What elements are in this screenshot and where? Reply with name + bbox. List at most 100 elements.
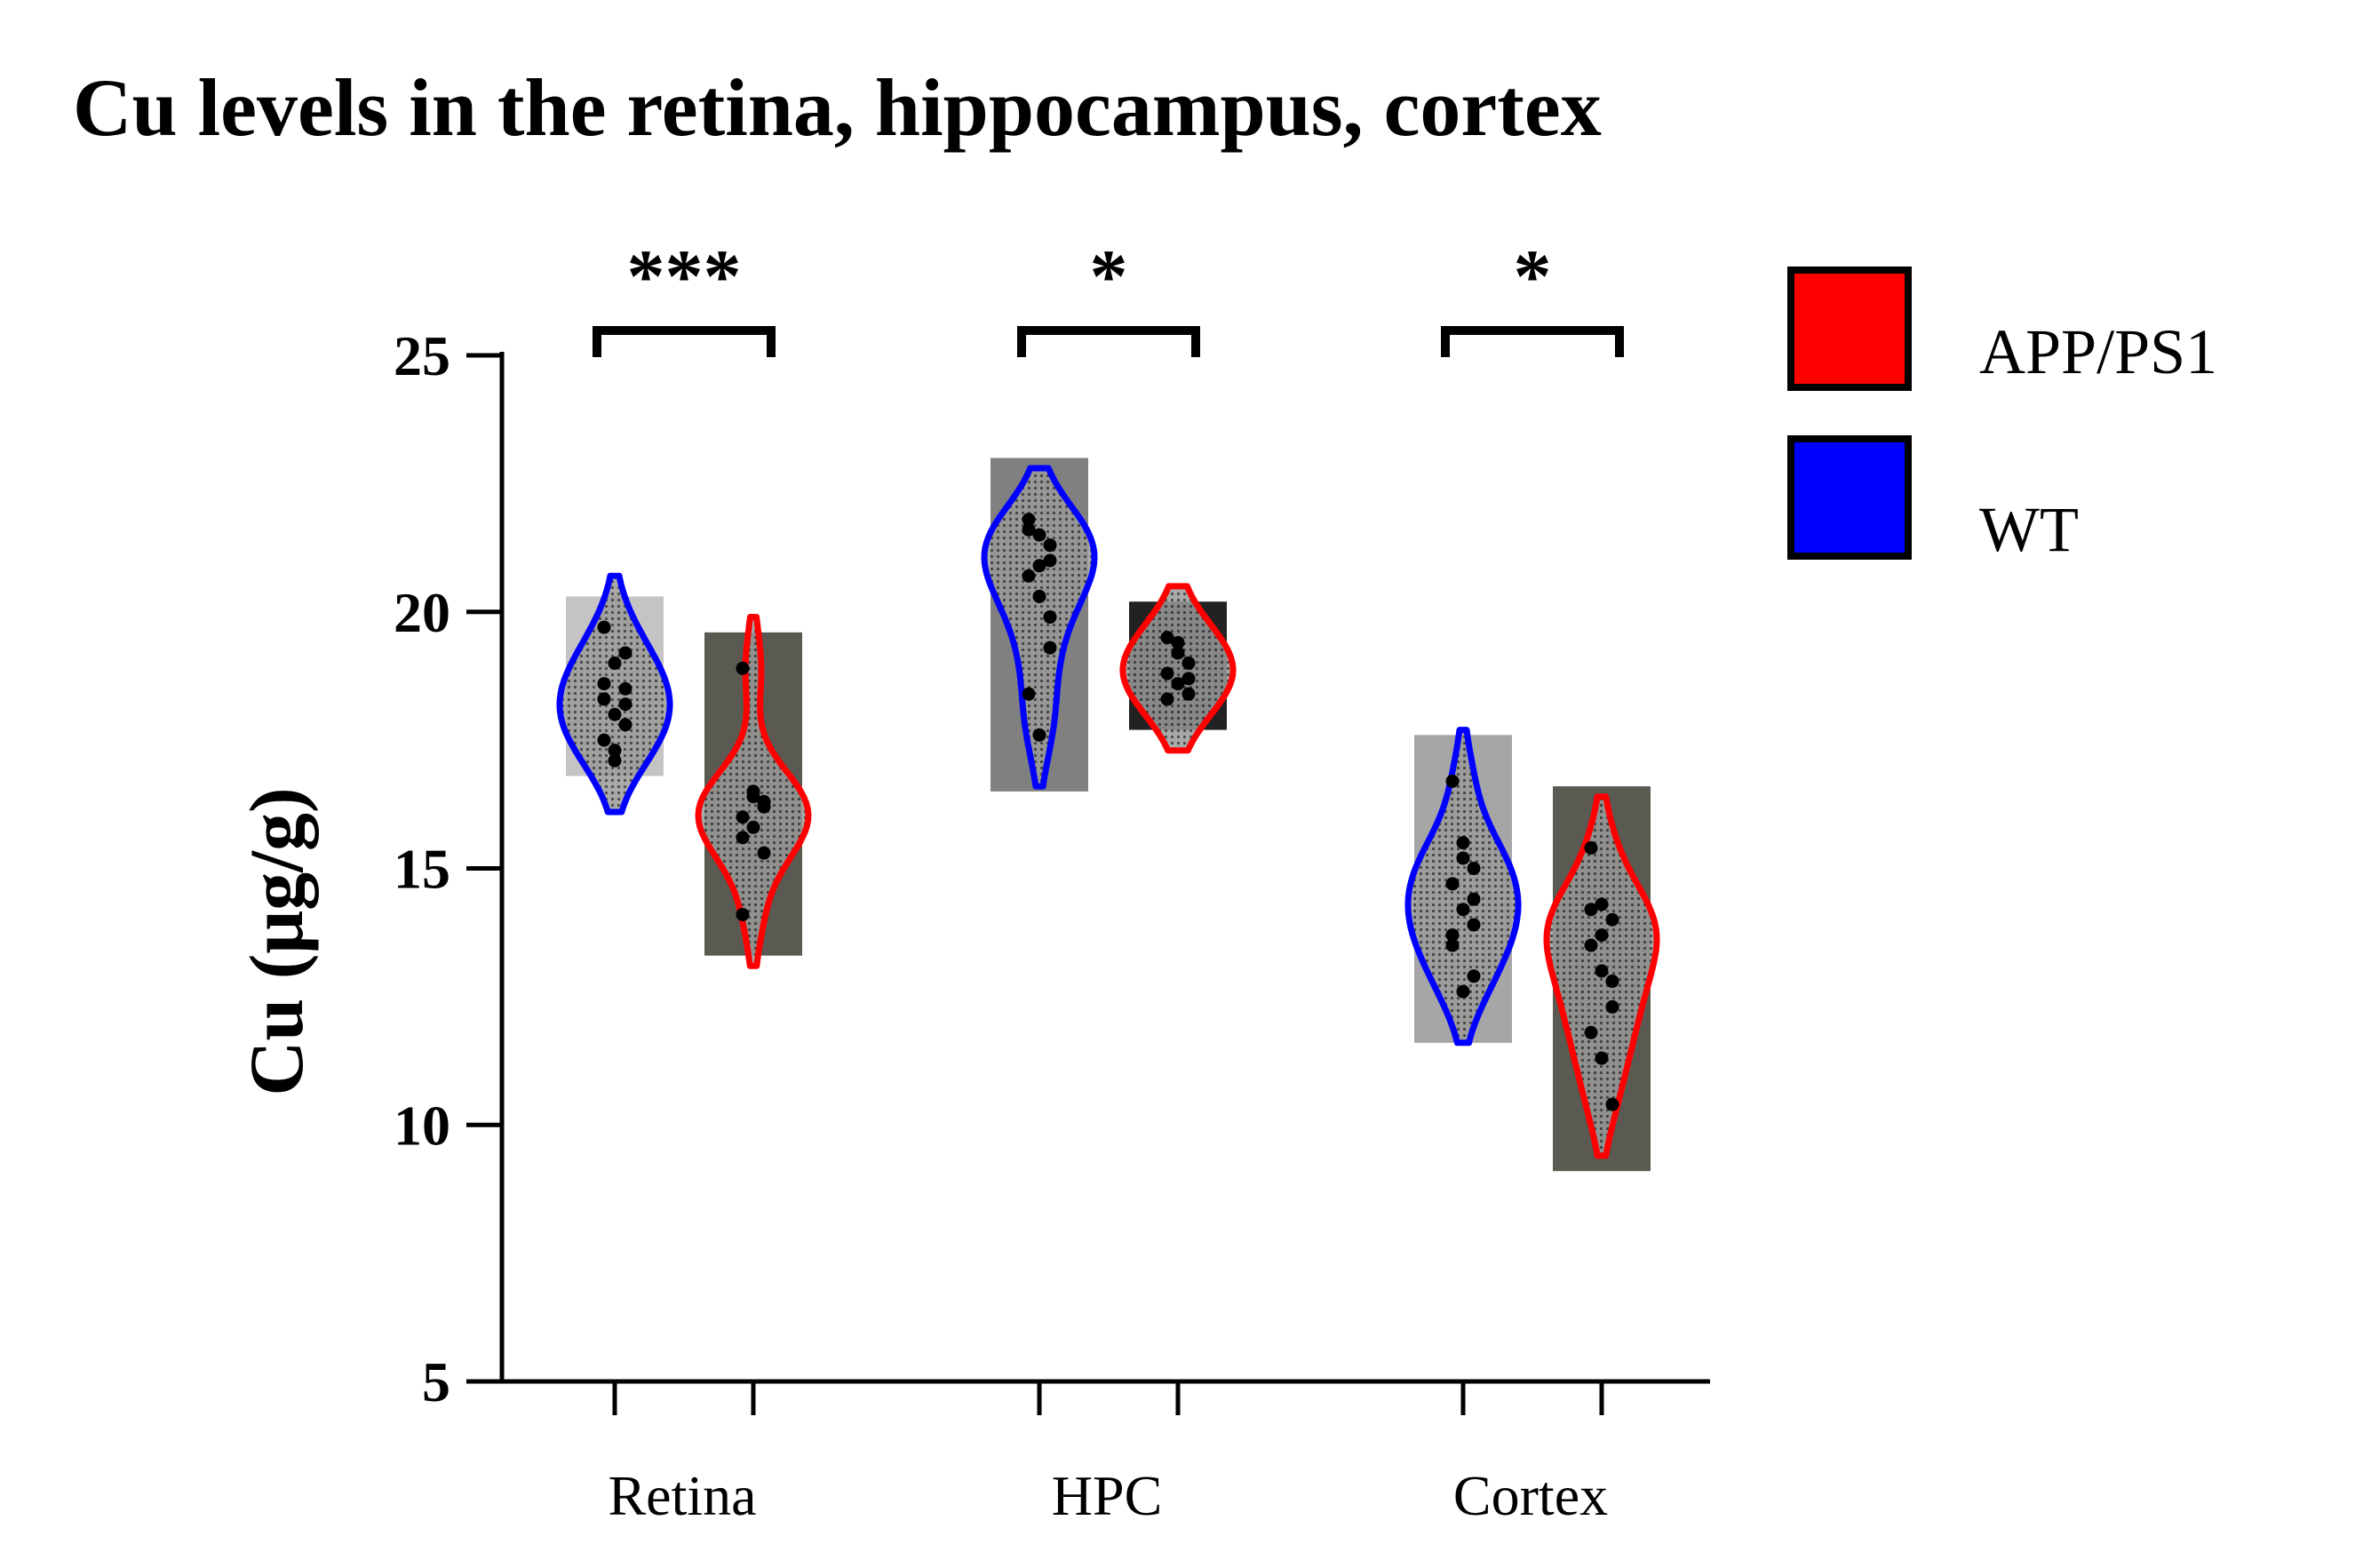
data-point-wt-hpc <box>1032 728 1046 742</box>
data-point-wt-cortex <box>1456 851 1470 865</box>
data-point-app-ps1-hpc <box>1181 687 1196 701</box>
data-point-wt-hpc <box>1022 522 1036 537</box>
data-point-app-ps1-hpc <box>1160 692 1174 706</box>
y-tick-label: 5 <box>422 1350 450 1413</box>
plot-area: 5 10 15 20 25 Retina *** HPC * Cortex * <box>394 234 1710 1527</box>
data-point-wt-hpc <box>1032 559 1046 573</box>
data-point-app-ps1-hpc <box>1160 631 1174 645</box>
data-point-wt-cortex <box>1467 862 1481 875</box>
data-point-wt-cortex <box>1445 938 1460 952</box>
chart-title: Cu levels in the retina, hippocampus, co… <box>73 62 1602 153</box>
y-tick-label: 25 <box>394 324 450 387</box>
data-point-app-ps1-cortex <box>1605 912 1619 927</box>
data-point-wt-retina <box>597 692 611 706</box>
data-point-wt-cortex <box>1467 892 1481 906</box>
data-point-wt-retina <box>608 657 622 670</box>
significance-label-retina: *** <box>627 234 742 319</box>
data-point-app-ps1-cortex <box>1584 903 1598 917</box>
y-axis-label: Cu (μg/g) <box>234 787 319 1095</box>
y-tick-label: 15 <box>394 838 450 901</box>
data-point-app-ps1-cortex <box>1595 964 1609 978</box>
data-point-wt-hpc <box>1043 553 1057 568</box>
data-point-wt-cortex <box>1456 903 1470 917</box>
data-point-wt-retina <box>608 707 622 721</box>
x-tick-label-cortex: Cortex <box>1453 1464 1608 1527</box>
data-point-app-ps1-hpc <box>1160 666 1174 681</box>
data-point-wt-cortex <box>1467 918 1481 932</box>
data-point-wt-cortex <box>1456 836 1470 850</box>
data-point-app-ps1-retina <box>736 810 750 824</box>
data-point-app-ps1-cortex <box>1584 938 1598 952</box>
data-point-app-ps1-retina <box>746 790 760 804</box>
legend-item-app-ps1: APP/PS1 <box>1787 267 2217 391</box>
data-point-app-ps1-hpc <box>1171 635 1185 649</box>
significance-label-cortex: * <box>1514 234 1552 319</box>
significance-bracket-retina <box>593 326 776 357</box>
violin-texture-wt-hpc <box>984 468 1094 787</box>
data-point-wt-retina <box>618 697 633 712</box>
legend-swatch-wt <box>1787 435 1912 560</box>
violin-outline-app-ps1-retina <box>695 614 812 969</box>
data-point-wt-retina <box>597 677 611 691</box>
data-point-app-ps1-cortex <box>1605 975 1619 989</box>
legend: APP/PS1 WT <box>1787 267 2217 565</box>
data-point-app-ps1-retina <box>757 846 771 860</box>
data-point-app-ps1-cortex <box>1595 897 1609 911</box>
data-point-wt-retina <box>608 753 622 768</box>
data-point-wt-hpc <box>1022 513 1036 527</box>
data-point-wt-retina <box>618 681 633 696</box>
data-point-wt-retina <box>597 733 611 747</box>
data-point-wt-cortex <box>1456 984 1470 999</box>
legend-label-wt: WT <box>1979 494 2079 565</box>
data-point-wt-hpc <box>1043 538 1057 553</box>
data-point-wt-retina <box>618 718 633 732</box>
data-point-wt-hpc <box>1043 641 1057 655</box>
data-point-wt-hpc <box>1032 589 1046 603</box>
significance-bracket-cortex <box>1441 326 1624 357</box>
violin-outline-wt-retina <box>556 572 673 816</box>
y-tick-label: 20 <box>394 581 450 644</box>
data-point-app-ps1-cortex <box>1584 840 1598 855</box>
data-point-app-ps1-cortex <box>1584 1025 1598 1039</box>
data-point-app-ps1-cortex <box>1605 1097 1619 1111</box>
x-tick-label-retina: Retina <box>608 1464 756 1527</box>
legend-item-wt: WT <box>1787 435 2079 565</box>
data-point-app-ps1-cortex <box>1605 999 1619 1014</box>
violin-outline-app-ps1-cortex <box>1543 793 1660 1159</box>
data-point-wt-cortex <box>1445 877 1460 891</box>
violin-outline-wt-hpc <box>981 465 1098 790</box>
data-point-app-ps1-hpc <box>1181 672 1196 686</box>
data-point-app-ps1-retina <box>746 820 760 834</box>
data-point-wt-hpc <box>1022 687 1036 701</box>
data-point-app-ps1-cortex <box>1595 1051 1609 1065</box>
significance-bracket-hpc <box>1017 326 1200 357</box>
x-tick-label-hpc: HPC <box>1052 1464 1163 1527</box>
data-point-wt-hpc <box>1022 569 1036 583</box>
data-point-app-ps1-hpc <box>1171 677 1185 691</box>
data-point-wt-cortex <box>1445 928 1460 943</box>
data-point-app-ps1-hpc <box>1171 646 1185 660</box>
violin-outline-app-ps1-hpc <box>1119 583 1237 754</box>
data-point-wt-cortex <box>1445 774 1460 788</box>
violin-outline-wt-cortex <box>1404 727 1522 1047</box>
legend-swatch-app-ps1 <box>1787 267 1912 391</box>
data-point-app-ps1-retina <box>736 831 750 845</box>
significance-label-hpc: * <box>1090 234 1128 319</box>
data-point-wt-cortex <box>1467 969 1481 983</box>
data-point-wt-hpc <box>1043 610 1057 625</box>
data-point-app-ps1-retina <box>757 800 771 814</box>
data-point-app-ps1-hpc <box>1181 657 1196 670</box>
data-point-wt-hpc <box>1032 528 1046 542</box>
violin-texture-wt-cortex <box>1408 729 1518 1043</box>
data-point-wt-retina <box>618 646 633 660</box>
data-point-app-ps1-retina <box>736 661 750 675</box>
data-point-wt-retina <box>597 620 611 634</box>
violin-texture-app-ps1-hpc <box>1123 585 1233 751</box>
y-tick-label: 10 <box>394 1094 450 1157</box>
data-point-wt-retina <box>608 744 622 758</box>
data-point-app-ps1-retina <box>736 907 750 921</box>
data-point-app-ps1-cortex <box>1595 928 1609 943</box>
legend-label-app-ps1: APP/PS1 <box>1979 316 2217 387</box>
